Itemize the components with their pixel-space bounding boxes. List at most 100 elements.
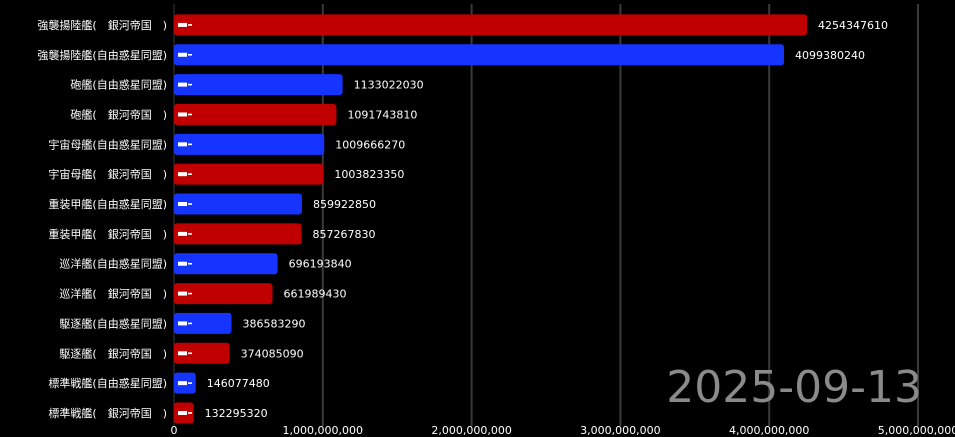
icon-bow	[188, 203, 192, 205]
category-label: 巡洋艦( 銀河帝国 )	[59, 287, 167, 301]
value-label: 4099380240	[795, 49, 865, 62]
icon-bow	[188, 262, 192, 265]
bar-row: 宇宙母艦(自由惑星同盟) 1009666270	[48, 133, 405, 155]
icon-bow	[188, 113, 192, 116]
value-label: 1003823350	[334, 168, 404, 181]
category-label: 砲艦(自由惑星同盟)	[70, 78, 167, 92]
x-tick-label: 5,000,000,000	[878, 424, 955, 437]
value-label: 661989430	[284, 288, 347, 301]
bars: 強襲揚陸艦( 銀河帝国 ) 4254347610 強襲揚陸艦(自由惑星同盟) 4099…	[37, 14, 888, 424]
x-tick-label: 2,000,000,000	[431, 424, 511, 437]
icon-hull	[178, 22, 187, 27]
category-label: 砲艦( 銀河帝国 )	[70, 107, 167, 121]
cruiser-icon	[178, 261, 192, 266]
value-label: 4254347610	[818, 19, 888, 32]
value-label: 1091743810	[347, 108, 417, 121]
icon-hull	[178, 351, 187, 356]
category-label: 宇宙母艦( 銀河帝国 )	[48, 167, 167, 181]
destroyer-icon	[178, 351, 192, 356]
category-label: 標準戦艦(自由惑星同盟)	[48, 376, 167, 390]
icon-bow	[188, 322, 192, 325]
icon-bow	[188, 83, 192, 86]
carrier-icon	[178, 172, 192, 177]
bar	[174, 283, 273, 305]
icon-bow	[188, 173, 192, 175]
x-tick-label: 3,000,000,000	[580, 424, 660, 437]
icon-bow	[188, 24, 192, 26]
bar	[174, 133, 325, 155]
icon-hull	[178, 202, 187, 207]
bar-row: 標準戦艦(自由惑星同盟) 146077480	[48, 372, 270, 394]
icon-hull	[178, 142, 187, 147]
bar	[174, 193, 302, 215]
bar	[174, 44, 784, 66]
value-label: 374085090	[241, 347, 304, 360]
bar	[174, 223, 302, 245]
icon-hull	[178, 261, 187, 266]
bar-row: 駆逐艦(自由惑星同盟) 386583290	[59, 312, 306, 334]
armored-ship-icon	[178, 231, 192, 236]
battleship-icon	[178, 381, 192, 386]
icon-bow	[188, 382, 192, 384]
icon-bow	[188, 292, 192, 295]
category-label: 強襲揚陸艦( 銀河帝国 )	[37, 18, 167, 32]
value-label: 859922850	[313, 198, 376, 211]
assault-ship-icon	[178, 22, 192, 27]
bar-row: 標準戦艦( 銀河帝国 ) 132295320	[48, 402, 268, 424]
x-tick-label: 4,000,000,000	[729, 424, 809, 437]
category-label: 重装甲艦(自由惑星同盟)	[48, 197, 167, 211]
category-label: 巡洋艦(自由惑星同盟)	[59, 257, 167, 271]
bar	[174, 103, 337, 125]
icon-hull	[178, 321, 187, 326]
bar-row: 砲艦(自由惑星同盟) 1133022030	[70, 74, 424, 96]
bar-row: 重装甲艦( 銀河帝国 ) 857267830	[48, 223, 376, 245]
bar-row: 砲艦( 銀河帝国 ) 1091743810	[70, 103, 417, 125]
icon-bow	[188, 233, 192, 235]
value-label: 857267830	[313, 228, 376, 241]
bar-row: 巡洋艦(自由惑星同盟) 696193840	[59, 253, 352, 275]
icon-bow	[188, 352, 192, 355]
icon-bow	[188, 143, 192, 146]
icon-hull	[178, 291, 187, 296]
value-label: 146077480	[207, 377, 270, 390]
battleship-icon	[178, 410, 192, 415]
bar	[174, 74, 343, 96]
value-label: 696193840	[289, 258, 352, 271]
bar	[174, 163, 324, 185]
bar	[174, 253, 278, 275]
value-label: 1009666270	[335, 138, 405, 151]
icon-hull	[178, 172, 187, 177]
bar-row: 宇宙母艦( 銀河帝国 ) 1003823350	[48, 163, 404, 185]
category-label: 駆逐艦(自由惑星同盟)	[59, 316, 167, 330]
value-label: 132295320	[205, 407, 268, 420]
gunboat-icon	[178, 82, 192, 87]
armored-ship-icon	[178, 202, 192, 207]
destroyer-icon	[178, 321, 192, 326]
value-label: 1133022030	[354, 79, 424, 92]
icon-hull	[178, 82, 187, 87]
category-label: 重装甲艦( 銀河帝国 )	[48, 227, 167, 241]
icon-bow	[188, 412, 192, 414]
carrier-icon	[178, 142, 192, 147]
icon-hull	[178, 112, 187, 117]
icon-hull	[178, 52, 187, 57]
icon-hull	[178, 231, 187, 236]
bar-row: 強襲揚陸艦(自由惑星同盟) 4099380240	[37, 44, 865, 66]
x-tick-label: 1,000,000,000	[283, 424, 363, 437]
icon-hull	[178, 410, 187, 415]
bar	[174, 14, 808, 36]
category-label: 宇宙母艦(自由惑星同盟)	[48, 137, 167, 151]
icon-bow	[188, 53, 192, 56]
bar-row: 巡洋艦( 銀河帝国 ) 661989430	[59, 283, 347, 305]
bar-row: 重装甲艦(自由惑星同盟) 859922850	[48, 193, 376, 215]
date-label: 2025-09-13	[666, 362, 922, 413]
category-label: 強襲揚陸艦(自由惑星同盟)	[37, 48, 167, 62]
category-label: 駆逐艦( 銀河帝国 )	[59, 346, 167, 360]
assault-ship-icon	[178, 52, 192, 57]
bar-row: 強襲揚陸艦( 銀河帝国 ) 4254347610	[37, 14, 888, 36]
cruiser-icon	[178, 291, 192, 296]
bar	[174, 312, 232, 334]
bar-row: 駆逐艦( 銀河帝国 ) 374085090	[59, 342, 304, 364]
x-axis-ticks: 0 1,000,000,000 2,000,000,000 3,000,000,000…	[171, 424, 955, 437]
